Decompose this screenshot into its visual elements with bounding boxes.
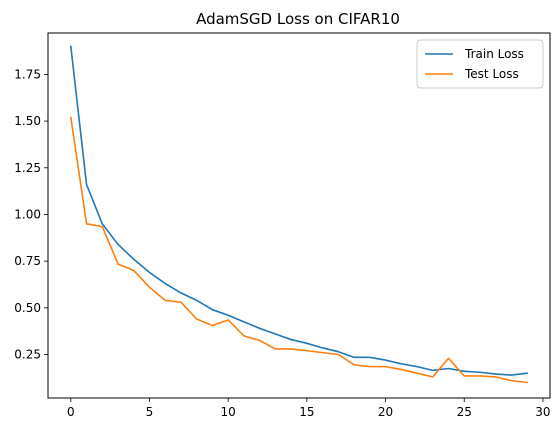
y-tick-label: 0.50 <box>14 301 41 315</box>
x-tick-label: 10 <box>221 405 236 419</box>
y-tick-label: 1.00 <box>14 207 41 221</box>
x-tick-label: 30 <box>535 405 550 419</box>
y-tick-label: 1.25 <box>14 161 41 175</box>
y-tick-label: 0.25 <box>14 347 41 361</box>
y-axis: 0.25 0.50 0.75 1.00 1.25 1.50 1.75 <box>14 67 48 361</box>
legend-label-train-loss: Train Loss <box>464 47 524 61</box>
x-tick-label: 5 <box>146 405 154 419</box>
y-tick-label: 1.75 <box>14 67 41 81</box>
y-tick-label: 0.75 <box>14 254 41 268</box>
x-tick-label: 20 <box>378 405 393 419</box>
x-tick-label: 15 <box>299 405 314 419</box>
chart-title: AdamSGD Loss on CIFAR10 <box>196 10 400 28</box>
x-tick-label: 0 <box>67 405 75 419</box>
x-tick-label: 25 <box>457 405 472 419</box>
plot-area: 0 5 10 15 20 25 30 0.25 0.50 0.75 1.00 1.25 1.50 1.7… <box>14 33 550 419</box>
y-tick-label: 1.50 <box>14 114 41 128</box>
x-axis: 0 5 10 15 20 25 30 <box>67 398 551 419</box>
legend: Train Loss Test Loss <box>417 40 543 88</box>
legend-label-test-loss: Test Loss <box>464 67 519 81</box>
